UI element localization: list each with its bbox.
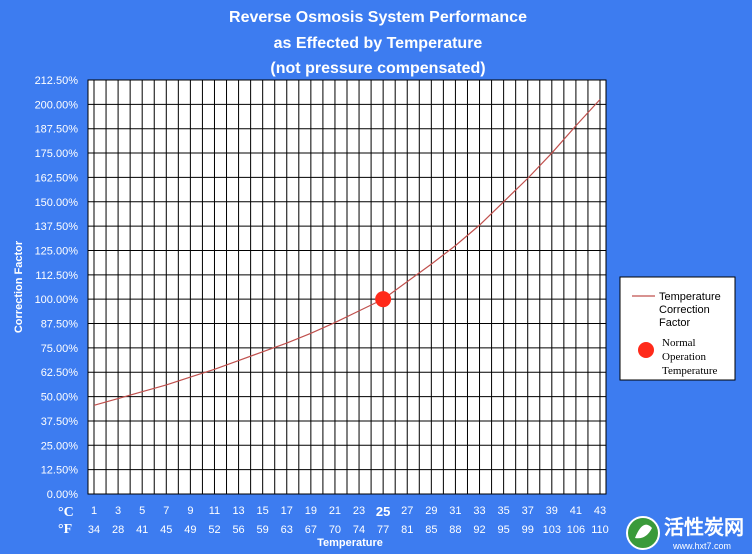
- x-tick-label-c: 31: [449, 505, 461, 517]
- grid-lines: [88, 79, 606, 495]
- y-tick-label: 175.00%: [35, 148, 79, 160]
- legend: Temperature Correction Factor Normal Ope…: [619, 276, 736, 381]
- x-tick-label-f: 77: [377, 524, 389, 536]
- legend-point-label-2: Operation: [662, 351, 706, 363]
- x-tick-label-c: 41: [570, 505, 582, 517]
- x-tick-label-f: 70: [329, 524, 341, 536]
- x-tick-label-f: 67: [305, 524, 317, 536]
- x-tick-label-f: 92: [473, 524, 485, 536]
- x-tick-label-c: 39: [546, 505, 558, 517]
- watermark: 活性炭网 www.hxt7.com: [626, 515, 744, 551]
- legend-line-label-2: Correction: [659, 304, 710, 316]
- y-tick-label: 187.50%: [35, 124, 79, 136]
- y-tick-label: 112.50%: [35, 270, 78, 282]
- normal-operation-point: [375, 291, 392, 308]
- x-tick-label-f: 106: [567, 524, 585, 536]
- y-tick-label: 137.50%: [35, 221, 79, 233]
- watermark-text: 活性炭网: [664, 515, 744, 539]
- y-axis-label: Correction Factor: [13, 240, 25, 333]
- y-tick-label: 37.50%: [41, 416, 79, 428]
- x-tick-label-c: 11: [209, 505, 220, 517]
- y-tick-label: 62.50%: [41, 367, 79, 379]
- unit-celsius: °C: [58, 505, 74, 520]
- watermark-leaf-icon: [635, 524, 652, 539]
- x-tick-label-c: 9: [187, 505, 193, 517]
- chart-title-line-2: as Effected by Temperature: [274, 35, 483, 52]
- y-tick-label: 212.50%: [35, 75, 79, 87]
- x-tick-label-f: 28: [112, 524, 124, 536]
- x-tick-label-f: 59: [257, 524, 269, 536]
- legend-line-label-3: Factor: [659, 317, 691, 329]
- watermark-url: www.hxt7.com: [672, 541, 731, 551]
- legend-point-label-1: Normal: [662, 337, 696, 349]
- y-tick-label: 125.00%: [35, 245, 79, 257]
- x-tick-label-c: 17: [281, 505, 293, 517]
- x-tick-label-c: 1: [91, 505, 97, 517]
- y-tick-label: 87.50%: [41, 319, 79, 331]
- x-tick-label-c: 19: [305, 505, 317, 517]
- x-tick-label-f: 88: [449, 524, 461, 536]
- x-tick-label-c: 43: [594, 505, 606, 517]
- x-tick-label-f: 45: [160, 524, 172, 536]
- x-tick-label-c: 13: [232, 505, 244, 517]
- x-tick-label-c: 21: [329, 505, 341, 517]
- x-tick-label-c: 33: [473, 505, 485, 517]
- x-axis-ticks: 1 3 5 7 9 11 13 15 17 19 21 23 25 27 29 31 33 35 37 39 41 433…: [88, 504, 609, 536]
- x-tick-label-c: 37: [522, 505, 534, 517]
- y-tick-label: 25.00%: [41, 440, 79, 452]
- y-axis-ticks: 0.00% 12.50% 25.00% 37.50% 50.00% 62.50% 75.00…: [35, 75, 79, 501]
- x-tick-label-f: 99: [522, 524, 534, 536]
- chart-title-line-3: (not pressure compensated): [270, 60, 485, 77]
- x-tick-label-f: 63: [281, 524, 293, 536]
- y-tick-label: 12.50%: [41, 465, 79, 477]
- y-tick-label: 150.00%: [35, 197, 79, 209]
- x-tick-label-c: 35: [497, 505, 509, 517]
- x-tick-label-c: 29: [425, 505, 437, 517]
- x-tick-label-c: 7: [163, 505, 169, 517]
- chart-title-line-1: Reverse Osmosis System Performance: [229, 9, 527, 26]
- x-tick-label-c: 15: [257, 505, 269, 517]
- unit-fahrenheit: °F: [58, 522, 72, 537]
- x-tick-label-f: 81: [401, 524, 413, 536]
- x-tick-label-f: 56: [232, 524, 244, 536]
- series-line-correction-factor: [93, 99, 601, 406]
- x-tick-label-f: 74: [353, 524, 365, 536]
- x-tick-label-f: 103: [543, 524, 561, 536]
- x-tick-label-c: 23: [353, 505, 365, 517]
- x-tick-label-f: 95: [497, 524, 509, 536]
- y-tick-label: 100.00%: [35, 294, 79, 306]
- x-tick-label-f: 41: [136, 524, 148, 536]
- x-tick-label-f: 49: [184, 524, 196, 536]
- x-tick-label-c: 3: [115, 505, 121, 517]
- x-tick-label-c: 5: [139, 505, 145, 517]
- series-layer: [93, 99, 601, 406]
- y-tick-label: 75.00%: [41, 343, 79, 355]
- x-tick-label-f: 85: [425, 524, 437, 536]
- legend-point-label-3: Temperature: [662, 365, 718, 377]
- y-tick-label: 0.00%: [47, 489, 78, 501]
- x-tick-label-c: 27: [401, 505, 413, 517]
- y-tick-label: 50.00%: [41, 392, 79, 404]
- y-tick-label: 162.50%: [35, 172, 79, 184]
- x-tick-label-c: 25: [376, 504, 390, 519]
- x-tick-label-f: 110: [591, 524, 609, 536]
- legend-box: [619, 276, 736, 381]
- x-axis-label: Temperature: [317, 537, 383, 549]
- y-tick-label: 200.00%: [35, 99, 79, 111]
- legend-line-label-1: Temperature: [659, 291, 721, 303]
- x-tick-label-f: 34: [88, 524, 100, 536]
- legend-point-swatch: [638, 342, 654, 358]
- x-tick-label-f: 52: [208, 524, 220, 536]
